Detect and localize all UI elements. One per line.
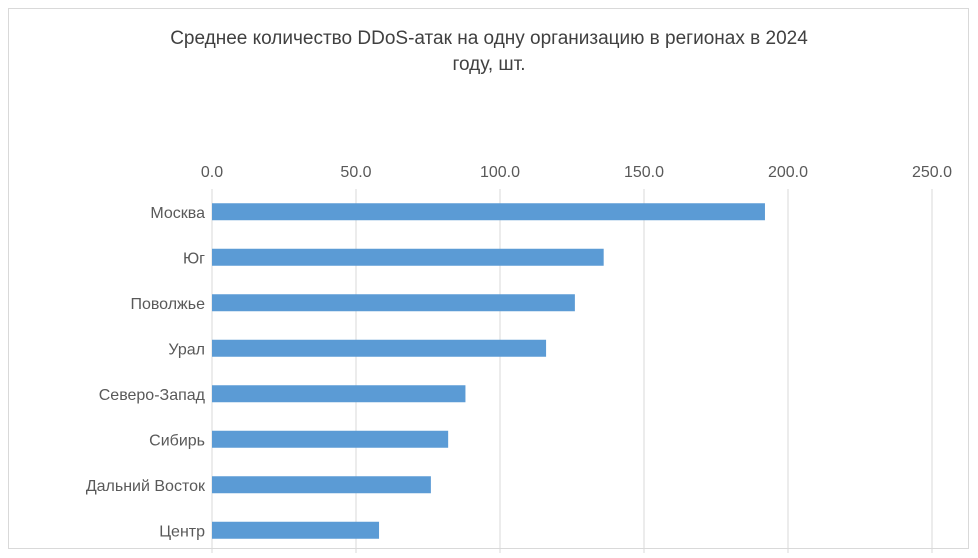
category-label: Юг <box>183 250 205 267</box>
bar <box>212 521 380 539</box>
bar <box>212 248 604 266</box>
x-tick-label: 100.0 <box>480 164 520 181</box>
bars <box>212 203 765 539</box>
category-label: Поволжье <box>130 296 205 313</box>
category-label: Северо-Запад <box>99 387 206 404</box>
bar <box>212 203 765 221</box>
bar <box>212 294 575 312</box>
x-tick-label: 200.0 <box>768 164 808 181</box>
category-label: Урал <box>168 341 205 358</box>
category-label: Москва <box>150 205 205 222</box>
bar <box>212 339 547 357</box>
x-axis-ticks: 0.0 50.0 100.0 150.0 200.0 250.0 <box>201 164 952 181</box>
category-label: Сибирь <box>149 432 205 449</box>
x-tick-label: 250.0 <box>912 164 952 181</box>
bar <box>212 430 449 448</box>
category-labels: Москва Юг Поволжье Урал Северо-Запад Сибирь Да… <box>86 205 206 541</box>
category-label: Центр <box>159 523 205 540</box>
bar <box>212 385 466 403</box>
chart-title: Среднее количество DDoS-атак на одну орг… <box>170 28 808 75</box>
bar <box>212 476 431 494</box>
chart-frame <box>8 8 969 549</box>
x-tick-label: 0.0 <box>201 164 223 181</box>
x-tick-label: 150.0 <box>624 164 664 181</box>
x-tick-label: 50.0 <box>340 164 371 181</box>
grid-layer <box>211 189 933 553</box>
category-label: Дальний Восток <box>86 478 206 495</box>
